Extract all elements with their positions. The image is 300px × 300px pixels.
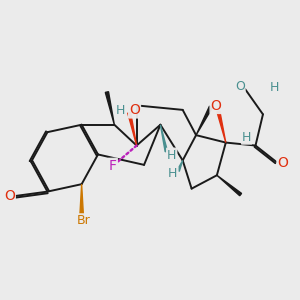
Text: H: H <box>270 81 280 94</box>
Text: H: H <box>116 104 126 117</box>
Text: Br: Br <box>77 214 91 227</box>
Polygon shape <box>177 160 183 171</box>
Text: H: H <box>168 167 178 180</box>
Text: H: H <box>167 148 176 162</box>
Polygon shape <box>128 112 136 146</box>
Text: O: O <box>4 189 15 203</box>
Text: O: O <box>235 80 245 93</box>
Polygon shape <box>105 92 114 125</box>
Polygon shape <box>217 111 226 142</box>
Text: H: H <box>242 131 251 144</box>
Polygon shape <box>217 175 242 196</box>
Text: O: O <box>278 156 288 170</box>
Polygon shape <box>160 125 167 152</box>
Polygon shape <box>196 106 212 135</box>
Text: O: O <box>211 99 221 113</box>
Polygon shape <box>80 184 84 218</box>
Text: F: F <box>109 159 117 173</box>
Text: O: O <box>129 103 140 118</box>
